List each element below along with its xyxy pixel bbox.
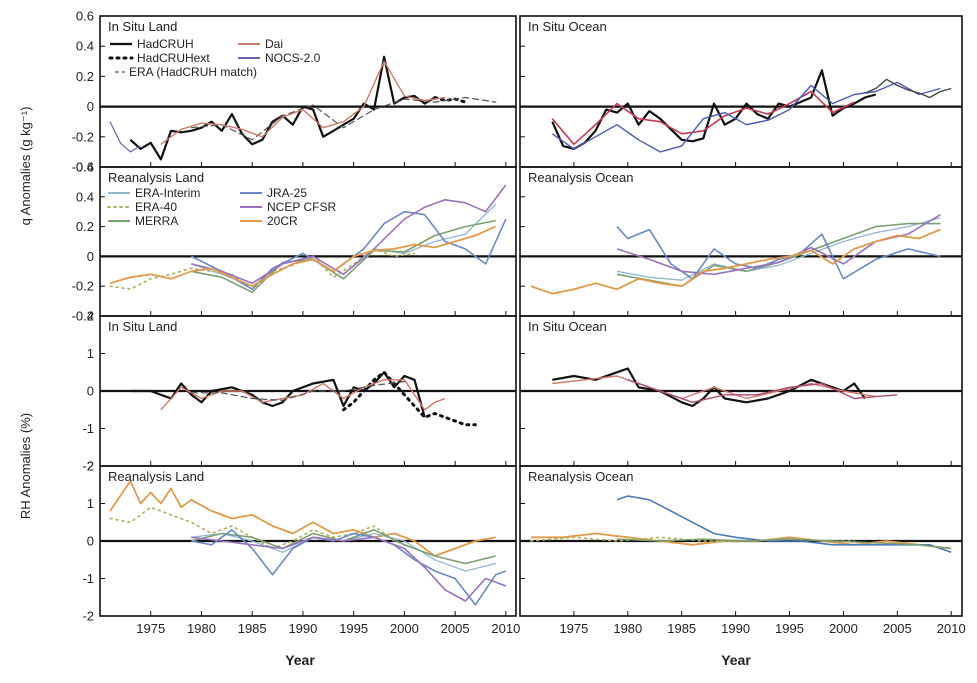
panel-4-series-jra-25 <box>616 226 941 280</box>
panel-6-series-nocs-2-0 <box>627 379 898 403</box>
panel-7-ytick-label-0: 0 <box>87 534 94 549</box>
panel-1-legend-label-hadcruhext: HadCRUHext <box>137 51 210 65</box>
panel-3-series-jra-25 <box>190 210 507 291</box>
panel-4-series-20cr <box>530 228 941 295</box>
panel-2-series-nocs-2-0 <box>551 81 941 153</box>
panel-3-ytick-label-0-4: 0.4 <box>76 189 94 204</box>
panel-1-series-era-hadcruh-match <box>190 96 497 141</box>
panel-1-legend-label-era-hadcruh-match: ERA (HadCRUH match) <box>129 65 257 79</box>
panel-7-xtick-label-1980: 1980 <box>187 621 216 636</box>
panel-2-series-hadcruh <box>551 69 877 150</box>
panel-3-legend-label-jra-25: JRA-25 <box>267 186 307 200</box>
panel-5-ytick-label-0: 0 <box>87 384 94 399</box>
panel-5-ytick-label-2: -2 <box>82 459 94 474</box>
panel-1-legend-label-dai: Dai <box>265 37 283 51</box>
panel-7-series-era-interim <box>191 532 496 572</box>
panel-3-legend-label-era-40: ERA-40 <box>135 200 177 214</box>
panel-1-y-axis-title: q Anomalies (g kg⁻¹) <box>18 107 33 226</box>
panel-1-title: In Situ Land <box>108 19 177 34</box>
panel-4-title: Reanalysis Ocean <box>528 170 634 185</box>
panel-8-xtick-label-1975: 1975 <box>559 621 588 636</box>
panel-1-legend-label-hadcruh: HadCRUH <box>137 37 194 51</box>
panel-8-xtick-label-2000: 2000 <box>829 621 858 636</box>
panel-3-series-ncep-cfsr <box>191 184 507 285</box>
panel-3-series-merra <box>191 219 496 294</box>
panel-2-title: In Situ Ocean <box>528 19 607 34</box>
panel-1-ytick-label-0-4: -0.4 <box>72 160 94 175</box>
panel-7-ytick-label-2: 2 <box>87 459 94 474</box>
panel-3-ytick-label-0: 0 <box>87 249 94 264</box>
panel-7-xtick-label-1985: 1985 <box>238 621 267 636</box>
panel-7-xtick-label-2005: 2005 <box>441 621 470 636</box>
panel-2-series-dai <box>551 90 855 146</box>
panel-8-xtick-label-1980: 1980 <box>613 621 642 636</box>
panel-7-series-era-40 <box>109 506 416 550</box>
panel-3-legend-label-ncep-cfsr: NCEP CFSR <box>267 200 336 214</box>
panel-7-series-20cr <box>109 480 496 557</box>
panel-6-series-dai <box>552 375 876 400</box>
panel-7-series-ncep-cfsr <box>191 536 507 602</box>
panel-1-ytick-label-0-4: 0.4 <box>76 39 94 54</box>
panel-7-xtick-label-1995: 1995 <box>339 621 368 636</box>
panel-2-frame <box>519 15 963 168</box>
panel-4-series-era-interim <box>616 217 941 281</box>
panel-6-series-hadcruh <box>552 367 866 408</box>
panel-1-legend-label-nocs-2-0: NOCS-2.0 <box>265 51 321 65</box>
panel-7-ytick-label-1: 1 <box>87 496 94 511</box>
panel-5-y-axis-title: RH Anomalies (%) <box>18 413 33 519</box>
panel-3-ytick-label-0-4: -0.4 <box>72 309 94 324</box>
x-axis-title-left: Year <box>285 652 315 668</box>
x-axis-title-right: Year <box>721 652 751 668</box>
panel-5-series-dai <box>160 379 446 411</box>
panel-5-title: In Situ Land <box>108 319 177 334</box>
panel-5-series-era-hadcruh-match <box>190 381 405 401</box>
panel-7-xtick-label-2010: 2010 <box>491 621 520 636</box>
panel-1-ytick-label-0: 0 <box>87 99 94 114</box>
panel-8-series-jra-25 <box>616 495 952 554</box>
panel-1-ytick-label-0-2: 0.2 <box>76 69 94 84</box>
panel-3-title: Reanalysis Land <box>108 170 204 185</box>
panel-1-ytick-label-0-2: -0.2 <box>72 129 94 144</box>
panel-3-legend-label-era-interim: ERA-Interim <box>135 186 200 200</box>
panel-1-series-nocs-2-0 <box>109 121 141 153</box>
panel-8-title: Reanalysis Ocean <box>528 469 634 484</box>
panel-8-xtick-label-2010: 2010 <box>937 621 966 636</box>
panel-3-ytick-label-0-6: 0.6 <box>76 160 94 175</box>
panel-7-xtick-label-2000: 2000 <box>390 621 419 636</box>
panel-3-ytick-label-0-2: -0.2 <box>72 279 94 294</box>
panel-7-ytick-label-2: -2 <box>82 609 94 624</box>
panel-8-series-merra <box>616 538 952 550</box>
panel-3-legend-label-20cr: 20CR <box>267 214 298 228</box>
panel-3-ytick-label-0-2: 0.2 <box>76 219 94 234</box>
panel-2-series-era-hadcruh-match <box>864 78 952 99</box>
panel-7-series-jra-25 <box>191 528 507 606</box>
panel-3-legend-label-merra: MERRA <box>135 214 178 228</box>
panel-8-xtick-label-1985: 1985 <box>667 621 696 636</box>
panel-8-xtick-label-1990: 1990 <box>721 621 750 636</box>
panel-5-ytick-label-1: -1 <box>82 421 94 436</box>
panel-5-ytick-label-1: 1 <box>87 346 94 361</box>
panel-1-series-hadcruhext <box>433 96 467 104</box>
panel-7-xtick-label-1975: 1975 <box>136 621 165 636</box>
panel-7-ytick-label-1: -1 <box>82 571 94 586</box>
panel-5-ytick-label-2: 2 <box>87 309 94 324</box>
panel-6-title: In Situ Ocean <box>528 319 607 334</box>
panel-8-xtick-label-2005: 2005 <box>883 621 912 636</box>
panel-8-xtick-label-1995: 1995 <box>775 621 804 636</box>
panel-3-series-20cr <box>109 225 497 288</box>
panel-4-frame <box>519 166 963 317</box>
panel-1-ytick-label-0-6: 0.6 <box>76 9 94 24</box>
panel-1-series-dai <box>160 60 446 145</box>
panel-7-xtick-label-1990: 1990 <box>288 621 317 636</box>
panel-7-title: Reanalysis Land <box>108 469 204 484</box>
panel-5-series-hadcruhext <box>342 370 477 427</box>
